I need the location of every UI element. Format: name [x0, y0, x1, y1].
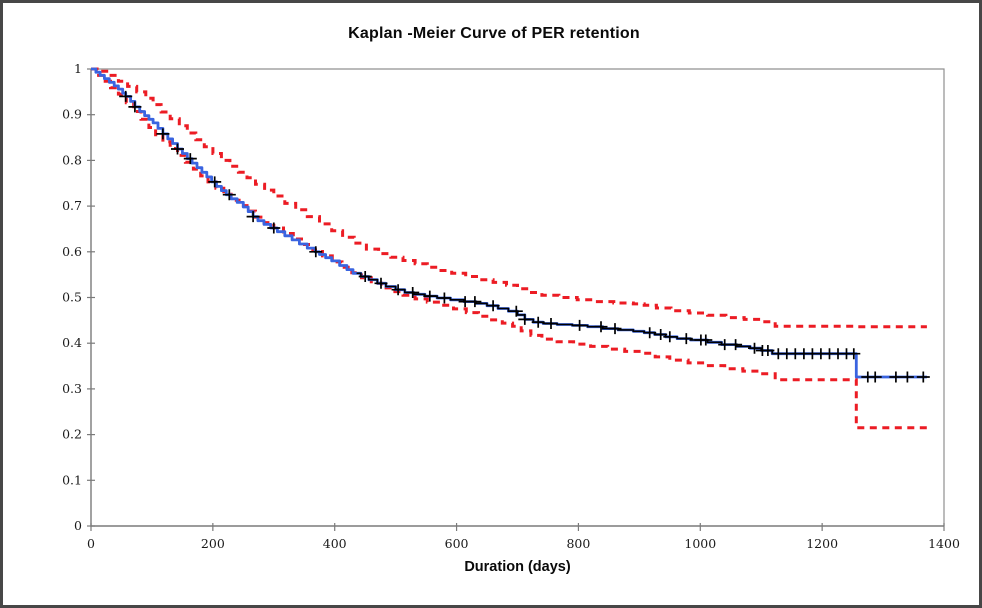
y-tick-label: 0.7 — [62, 198, 82, 213]
lower-ci-line — [91, 67, 927, 430]
plot-border — [91, 68, 945, 526]
x-tick-label: 200 — [201, 536, 225, 551]
censor-plus-marks — [119, 90, 930, 383]
kaplan-meier-plot: 0 0.1 0.2 0.3 0.4 0.5 0.6 0.7 0.8 0.9 1 0 200 400 600 8… — [62, 61, 960, 551]
x-tick-label: 1200 — [806, 536, 838, 551]
x-tick-label: 800 — [566, 536, 590, 551]
y-tick-label: 0.8 — [62, 152, 82, 167]
y-tick-label: 0.5 — [62, 290, 82, 305]
x-tick-label: 0 — [87, 536, 95, 551]
upper-ci-line — [91, 67, 927, 329]
y-tick-label: 0.6 — [62, 244, 82, 259]
chart-title: Kaplan -Meier Curve of PER retention — [348, 25, 640, 42]
x-tick-label: 400 — [323, 536, 347, 551]
y-tick-label: 0.2 — [62, 427, 82, 442]
axis-lines — [90, 69, 944, 527]
x-axis-title: Duration (days) — [464, 559, 571, 575]
y-tick-label: 0.4 — [62, 335, 82, 350]
y-tick-label: 0.1 — [62, 472, 82, 487]
censor-dense-overlay-line — [356, 272, 855, 355]
y-tick-label: 1 — [74, 61, 82, 76]
y-tick-label: 0.3 — [62, 381, 82, 396]
y-tick-label: 0.9 — [62, 107, 82, 122]
x-tick-label: 1400 — [928, 536, 960, 551]
x-tick-label: 600 — [445, 536, 469, 551]
x-tick-label: 1000 — [684, 536, 716, 551]
km-survival-line — [91, 67, 927, 379]
y-tick-label: 0 — [74, 518, 82, 533]
